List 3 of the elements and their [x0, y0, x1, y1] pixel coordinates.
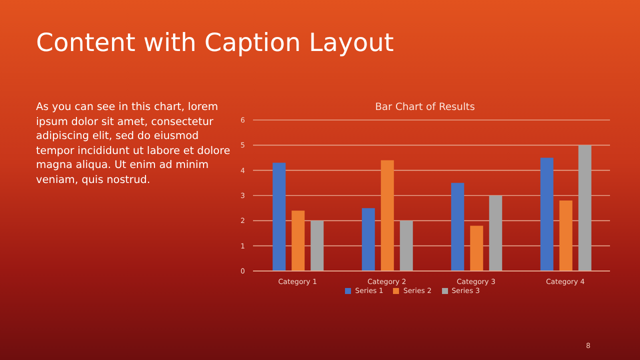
- chart-subtitle: Bar Chart of Results: [374, 102, 476, 113]
- text: As you can see in this chart, lorem ipsum dolor sit amet, consectetur adipiscing elit, sed do eiusmod tempor incididunt ut labore et dolore magna aliqua. Ut enim ad minim veniam, quis nostrud.: [36, 100, 231, 187]
- chart-title: Content with Caption Layout: [36, 28, 394, 57]
